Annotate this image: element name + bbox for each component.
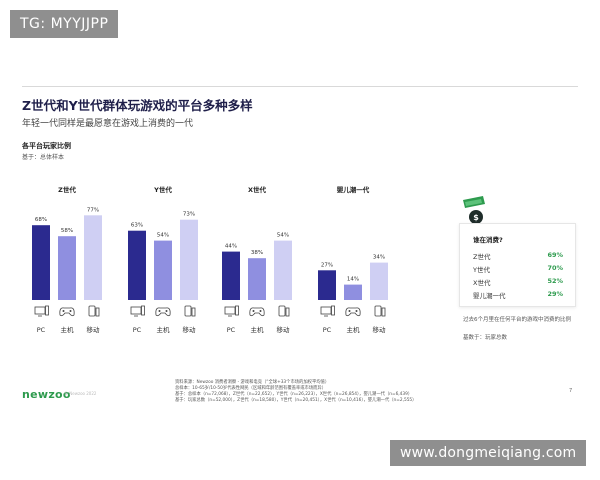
divider bbox=[22, 86, 578, 87]
page-title: Z世代和Y世代群体玩游戏的平台多种多样 bbox=[22, 98, 253, 113]
panel-note: 过去6个月里在任何平台的游戏中消费的比例 bbox=[463, 317, 572, 323]
spending-panel: 谁在消费? Z世代 69% Y世代 70% X世代 52% 婴儿潮一代 29% bbox=[459, 223, 576, 307]
group-label: X世代 bbox=[248, 185, 267, 194]
gamepad-icon bbox=[345, 307, 361, 317]
top-tag: TG: MYYJJPP bbox=[10, 10, 119, 38]
bar bbox=[84, 215, 102, 300]
platform-label: 移动 bbox=[87, 325, 101, 334]
panel-row-label: Y世代 bbox=[473, 266, 490, 274]
bar-value-label: 38% bbox=[251, 250, 263, 256]
source-line: 资料来源：Newzoo 消费者洞察 - 游戏和电竞（“全球+33个市场的加权平均… bbox=[175, 380, 330, 385]
panel-row-label: 婴儿潮一代 bbox=[473, 292, 506, 300]
bar-value-label: 73% bbox=[183, 212, 195, 218]
panel-row-label: X世代 bbox=[473, 279, 491, 287]
panel-row-value: 70% bbox=[547, 264, 563, 272]
mobile-icon bbox=[184, 305, 196, 317]
panel-row-value: 52% bbox=[547, 277, 563, 285]
bar-value-label: 54% bbox=[157, 233, 169, 239]
platform-label: PC bbox=[133, 326, 142, 334]
bar bbox=[318, 270, 336, 300]
bar-value-label: 68% bbox=[35, 217, 47, 223]
platform-label: 移动 bbox=[183, 325, 197, 334]
chart-base: 基于：总体样本 bbox=[22, 154, 65, 161]
bar-value-label: 14% bbox=[347, 277, 359, 283]
source-line: 总样本：10-65岁/10-50岁代表性网民（区域和年龄范围有覆盖率或市场而异） bbox=[175, 386, 327, 391]
platform-label: 主机 bbox=[347, 325, 361, 334]
gamepad-icon bbox=[249, 307, 265, 317]
bar bbox=[344, 284, 362, 300]
platform-label: 移动 bbox=[373, 325, 387, 334]
platform-label: 移动 bbox=[277, 325, 291, 334]
bar bbox=[32, 225, 50, 300]
source-line: 基于：总样本（n=72,068），Z世代（n=22,652），Y世代（n=26,… bbox=[175, 392, 413, 397]
bar bbox=[180, 219, 198, 300]
mobile-icon bbox=[374, 305, 386, 317]
panel-row: 婴儿潮一代 29% bbox=[473, 290, 563, 300]
bar bbox=[58, 236, 76, 300]
bar bbox=[248, 258, 266, 300]
panel-row-value: 29% bbox=[547, 290, 563, 298]
watermark: www.dongmeiqiang.com bbox=[390, 440, 587, 466]
bar-value-label: 58% bbox=[61, 228, 73, 234]
chart-title: 各平台玩家比例 bbox=[22, 142, 71, 150]
source-line: 基于：玩家总数（n=52,000），Z世代（n=18,580），Y世代（n=20… bbox=[175, 398, 417, 403]
panel-row: Y世代 70% bbox=[473, 264, 563, 274]
bar-value-label: 44% bbox=[225, 244, 237, 250]
platform-bar-chart: Z世代 68% PC 58% 主机 77% 移动 Y世代 63% PC 54% 主机 73% 移动 X世代 4… bbox=[32, 185, 388, 334]
platform-label: 主机 bbox=[251, 325, 265, 334]
platform-label: PC bbox=[323, 326, 332, 334]
logo-subtext: © Newzoo 2022 bbox=[64, 391, 97, 396]
newzoo-logo: newzoo bbox=[22, 388, 71, 401]
pc-icon bbox=[320, 305, 335, 317]
money-icon: $ bbox=[463, 196, 485, 224]
platform-label: 主机 bbox=[157, 325, 171, 334]
pc-icon bbox=[34, 305, 49, 317]
group-label: Y世代 bbox=[153, 185, 172, 194]
panel-row: X世代 52% bbox=[473, 277, 563, 287]
bar bbox=[128, 230, 146, 300]
bar-value-label: 63% bbox=[131, 223, 143, 229]
bar-value-label: 54% bbox=[277, 233, 289, 239]
platform-label: 主机 bbox=[61, 325, 75, 334]
page-subtitle: 年轻一代同样是最愿意在游戏上消费的一代 bbox=[22, 119, 194, 129]
source-notes: 资料来源：Newzoo 消费者洞察 - 游戏和电竞（“全球+33个市场的加权平均… bbox=[175, 380, 475, 404]
gamepad-icon bbox=[59, 307, 75, 317]
svg-text:$: $ bbox=[473, 213, 479, 222]
pc-icon bbox=[130, 305, 145, 317]
panel-row-value: 69% bbox=[547, 251, 563, 259]
bar bbox=[222, 251, 240, 300]
panel-title: 谁在消费? bbox=[473, 236, 503, 244]
bar-value-label: 34% bbox=[373, 255, 385, 261]
bar bbox=[274, 240, 292, 300]
bar-value-label: 27% bbox=[321, 262, 333, 268]
panel-note-base: 基数于：玩家总数 bbox=[463, 335, 508, 341]
platform-label: PC bbox=[227, 326, 236, 334]
mobile-icon bbox=[278, 305, 290, 317]
gamepad-icon bbox=[155, 307, 171, 317]
bar bbox=[370, 262, 388, 300]
group-label: 婴儿潮一代 bbox=[337, 185, 370, 194]
platform-label: PC bbox=[37, 326, 46, 334]
group-label: Z世代 bbox=[58, 185, 76, 194]
panel-row: Z世代 69% bbox=[473, 251, 563, 261]
page-number: 7 bbox=[569, 388, 573, 394]
bar-value-label: 77% bbox=[87, 207, 99, 213]
panel-row-label: Z世代 bbox=[473, 253, 491, 261]
bar bbox=[154, 240, 172, 300]
pc-icon bbox=[224, 305, 239, 317]
mobile-icon bbox=[88, 305, 100, 317]
